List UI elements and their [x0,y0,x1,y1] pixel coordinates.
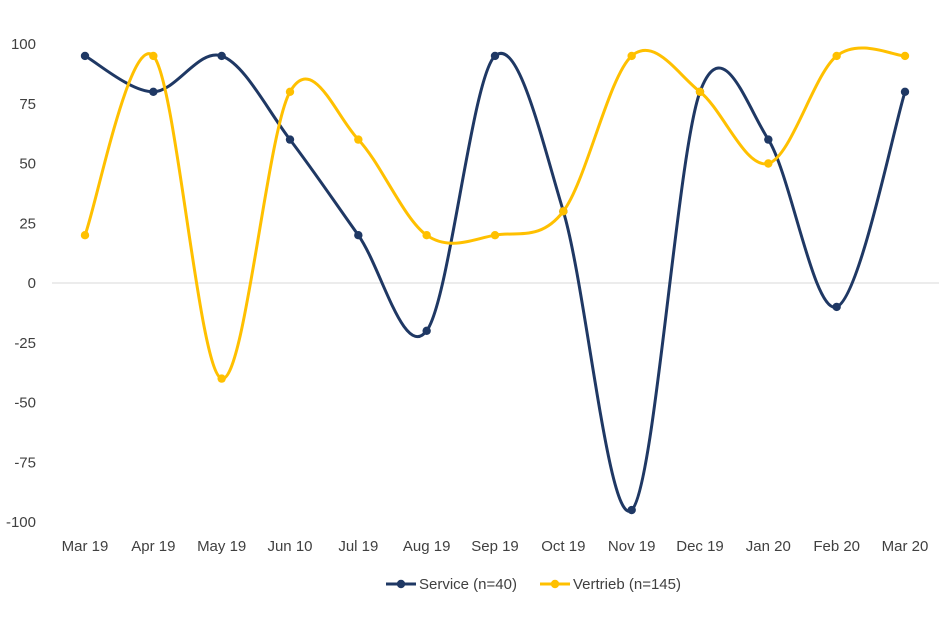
y-tick-label: -50 [14,395,36,412]
data-point [900,87,910,97]
data-point [832,302,841,312]
y-tick-label: -75 [14,454,36,471]
x-tick-label: Aug 19 [403,538,451,555]
series-line [83,52,907,513]
data-point [285,87,295,97]
legend-label: Service (n=40) [419,576,517,593]
data-point [354,135,363,144]
y-tick-label: 100 [11,36,36,53]
x-tick-label: Jul 19 [338,538,378,555]
data-point [149,87,158,97]
data-point [80,51,90,61]
legend-marker [550,579,560,589]
data-point [285,135,295,144]
data-point [490,231,500,240]
data-point [627,51,636,61]
x-tick-label: May 19 [197,538,246,555]
y-tick-label: 75 [19,96,36,113]
data-point [217,374,226,383]
data-point [217,51,226,61]
data-point [490,51,500,61]
y-tick-label: 25 [19,215,36,232]
y-tick-label: 50 [19,156,36,173]
x-tick-label: Sep 19 [471,538,519,555]
data-point [764,135,773,144]
x-tick-label: Feb 20 [813,538,860,555]
data-point [900,51,910,61]
series-layer [80,46,910,515]
x-tick-label: Apr 19 [131,538,175,555]
data-point [422,326,431,335]
legend-item: Service (n=40) [386,576,517,593]
x-tick-label: Nov 19 [608,538,656,555]
data-point [422,231,431,240]
data-point [80,231,90,240]
data-point [354,231,363,240]
y-axis: 100 75 50 25 0 -25 -50 -75 -100 [6,36,36,531]
legend-label: Vertrieb (n=145) [573,576,681,593]
x-tick-label: Dec 19 [676,538,724,555]
legend: Service (n=40) Vertrieb (n=145) [386,576,681,593]
x-tick-label: Oct 19 [541,538,585,555]
data-point [149,51,158,61]
data-point [764,159,773,168]
data-point [695,87,705,97]
x-tick-label: Jun 10 [267,538,312,555]
x-axis: Mar 19 Apr 19 May 19 Jun 10 Jul 19 Aug 19 Sep … [62,538,929,555]
data-point [559,207,568,216]
series-line [83,46,907,381]
x-tick-label: Mar 19 [62,538,109,555]
legend-item: Vertrieb (n=145) [540,576,681,593]
y-tick-label: -100 [6,514,36,531]
data-point [627,505,636,515]
y-tick-label: -25 [14,335,36,352]
data-point [832,51,841,61]
y-tick-label: 0 [28,275,36,292]
series-1 [80,46,910,383]
x-tick-label: Jan 20 [746,538,791,555]
legend-marker [396,579,406,589]
x-tick-label: Mar 20 [882,538,929,555]
